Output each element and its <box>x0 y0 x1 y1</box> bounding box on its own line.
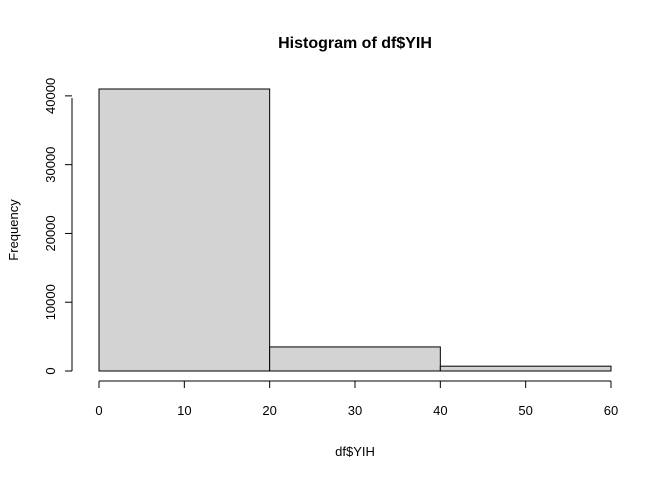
y-axis: 0 10000 20000 30000 40000 <box>43 78 73 375</box>
y-tick-label: 10000 <box>43 284 58 320</box>
x-tick-label: 20 <box>262 403 276 418</box>
histogram-bar-2 <box>269 346 441 372</box>
y-axis-label: Frequency <box>6 199 21 261</box>
y-tick-label: 30000 <box>43 147 58 183</box>
x-tick-label: 30 <box>348 403 362 418</box>
x-tick-label: 0 <box>95 403 102 418</box>
y-tick-label: 40000 <box>43 78 58 114</box>
y-tick-label: 0 <box>43 367 58 374</box>
x-axis: 0 10 20 30 40 50 60 <box>95 380 618 418</box>
histogram-bars <box>98 88 612 372</box>
x-tick-label: 40 <box>433 403 447 418</box>
y-tick-label: 20000 <box>43 215 58 251</box>
x-tick-label: 60 <box>604 403 618 418</box>
chart-title: Histogram of df$YIH <box>278 35 432 52</box>
x-axis-label: df$YIH <box>335 444 375 459</box>
histogram-bar-3 <box>439 365 612 372</box>
x-tick-label: 10 <box>177 403 191 418</box>
x-tick-label: 50 <box>518 403 532 418</box>
histogram-bar-1 <box>98 88 271 372</box>
